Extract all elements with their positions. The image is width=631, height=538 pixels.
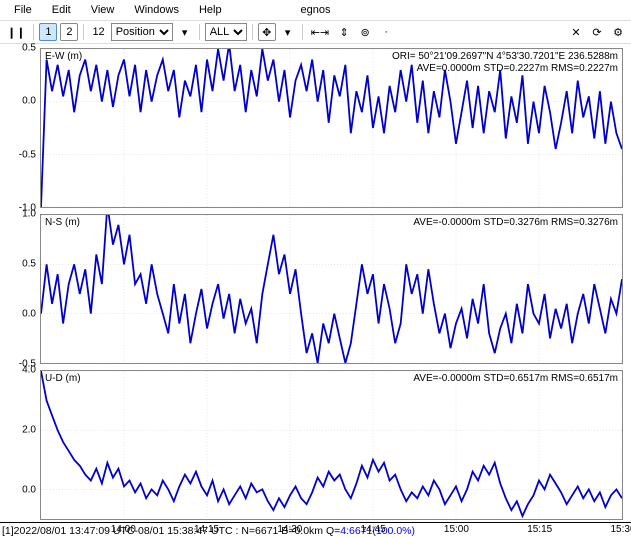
menubar: File Edit View Windows Help egnos bbox=[0, 0, 631, 20]
plot-area: -1.0-0.50.00.5 E-W (m) ORI= 50°21'09.269… bbox=[0, 44, 631, 522]
separator bbox=[252, 24, 253, 40]
menu-view[interactable]: View bbox=[81, 2, 125, 18]
settings-icon[interactable]: ⚙ bbox=[609, 23, 627, 41]
plot2-button[interactable]: 2 bbox=[60, 23, 78, 41]
chart-panel[interactable]: U-D (m) AVE=-0.0000m STD=0.6517m RMS=0.6… bbox=[40, 370, 623, 520]
chart-stats: AVE=-0.0000m STD=0.6517m RMS=0.6517m bbox=[413, 373, 618, 385]
sat-filter-select[interactable]: ALL bbox=[205, 23, 247, 41]
pause-icon[interactable]: ❙❙ bbox=[4, 23, 28, 41]
menu-help[interactable]: Help bbox=[189, 2, 232, 18]
plot12-button[interactable]: 12 bbox=[89, 23, 107, 41]
x-tick-label: 15:30 bbox=[610, 524, 631, 535]
x-tick-label: 14:45 bbox=[361, 524, 386, 535]
menu-edit[interactable]: Edit bbox=[42, 2, 81, 18]
dot-icon[interactable]: · bbox=[377, 23, 395, 41]
menu-windows[interactable]: Windows bbox=[124, 2, 189, 18]
separator bbox=[83, 24, 84, 40]
chart-stats: AVE=-0.0000m STD=0.3276m RMS=0.3276m bbox=[413, 217, 618, 229]
dropdown-icon[interactable]: ▾ bbox=[176, 23, 194, 41]
x-tick-label: 15:15 bbox=[527, 524, 552, 535]
y-tick-label: 0.0 bbox=[0, 309, 36, 320]
fit-vertical-icon[interactable]: ⇕ bbox=[335, 23, 353, 41]
plot1-button[interactable]: 1 bbox=[39, 23, 57, 41]
y-tick-label: 0.5 bbox=[0, 259, 36, 270]
y-tick-label: 4.0 bbox=[0, 365, 36, 376]
fit-horizontal-icon[interactable]: ⇤⇥ bbox=[308, 23, 332, 41]
chart-stats: ORI= 50°21'09.2697"N 4°53'30.7201"E 236.… bbox=[392, 51, 618, 75]
plot-type-select[interactable]: Position bbox=[111, 23, 173, 41]
menu-file[interactable]: File bbox=[4, 2, 42, 18]
axis-title: U-D (m) bbox=[45, 373, 81, 384]
y-tick-label: -0.5 bbox=[0, 149, 36, 160]
separator bbox=[33, 24, 34, 40]
x-tick-label: 15:00 bbox=[444, 524, 469, 535]
toolbar: ❙❙ 1 2 12 Position ▾ ALL ✥ ▾ ⇤⇥ ⇕ ⊚ · ✕ … bbox=[0, 20, 631, 44]
dropdown-icon[interactable]: ▾ bbox=[279, 23, 297, 41]
x-tick-label: 14:00 bbox=[111, 524, 136, 535]
y-tick-label: 0.0 bbox=[0, 96, 36, 107]
center-icon[interactable]: ⊚ bbox=[356, 23, 374, 41]
separator bbox=[302, 24, 303, 40]
move-icon[interactable]: ✥ bbox=[258, 23, 276, 41]
axis-title: N-S (m) bbox=[45, 217, 80, 228]
y-tick-label: 0.0 bbox=[0, 485, 36, 496]
axis-title: E-W (m) bbox=[45, 51, 82, 62]
x-tick-label: 14:15 bbox=[194, 524, 219, 535]
y-tick-label: 0.5 bbox=[0, 43, 36, 54]
chart-panel[interactable]: E-W (m) ORI= 50°21'09.2697"N 4°53'30.720… bbox=[40, 48, 623, 208]
x-tick-label: 14:30 bbox=[277, 524, 302, 535]
separator bbox=[199, 24, 200, 40]
reload-icon[interactable]: ⟳ bbox=[588, 23, 606, 41]
y-tick-label: 1.0 bbox=[0, 209, 36, 220]
y-tick-label: 2.0 bbox=[0, 425, 36, 436]
window-title: egnos bbox=[301, 4, 331, 16]
close-icon[interactable]: ✕ bbox=[567, 23, 585, 41]
chart-panel[interactable]: N-S (m) AVE=-0.0000m STD=0.3276m RMS=0.3… bbox=[40, 214, 623, 364]
